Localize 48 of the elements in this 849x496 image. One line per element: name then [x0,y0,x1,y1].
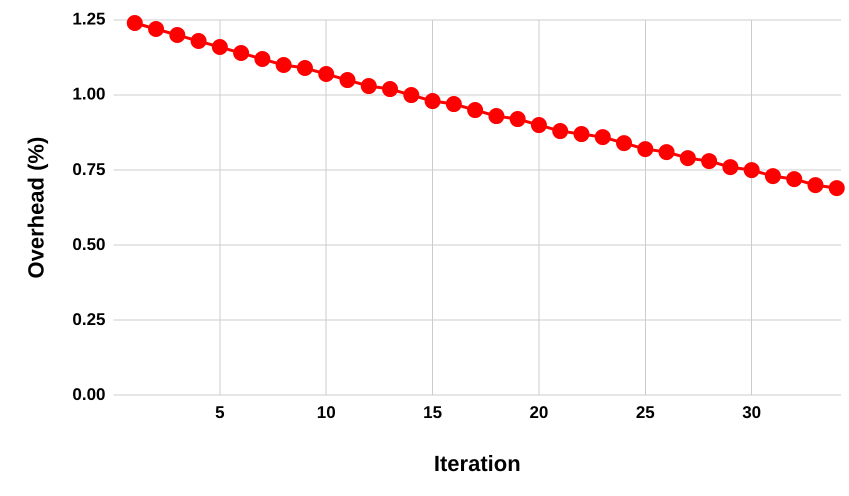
point [510,111,526,128]
point [169,27,186,44]
point [530,117,547,134]
point [828,180,845,196]
y-tick-label: 0.50 [72,234,106,254]
point [573,126,590,142]
y-tick-label: 0.00 [72,384,106,404]
point [126,15,143,31]
point [318,66,334,82]
point [276,57,292,74]
y-tick-label: 1.25 [72,10,106,29]
point [382,81,398,98]
y-axis-title: Overhead (%) [23,136,48,279]
x-axis-title: Iteration [434,450,521,476]
point [637,141,654,158]
point [360,78,377,94]
y-tick-label: 0.75 [72,160,106,179]
point [658,144,675,160]
point [786,171,802,188]
x-tick-label: 20 [529,403,548,422]
point [212,39,228,56]
point [680,150,696,166]
point [339,72,356,88]
y-tick-label: 0.25 [72,310,106,329]
point [807,177,824,194]
x-tick-label: 15 [423,403,442,422]
point [616,135,632,152]
point [594,129,611,146]
point [296,60,313,76]
point [424,93,441,110]
point [233,45,250,62]
x-tick-label: 5 [215,403,225,422]
point [254,51,270,68]
y-tick-label: 1.00 [72,84,106,104]
point [701,153,718,170]
x-tick-label: 30 [742,403,762,422]
point [552,123,568,140]
point [190,33,207,50]
x-tick-label: 25 [636,403,655,422]
point [744,162,760,178]
point [764,168,781,184]
point [488,108,504,124]
point [722,159,738,176]
x-tick-label: 10 [316,403,336,422]
point [148,21,164,38]
point [446,96,462,112]
point [403,87,420,104]
point [467,102,484,118]
